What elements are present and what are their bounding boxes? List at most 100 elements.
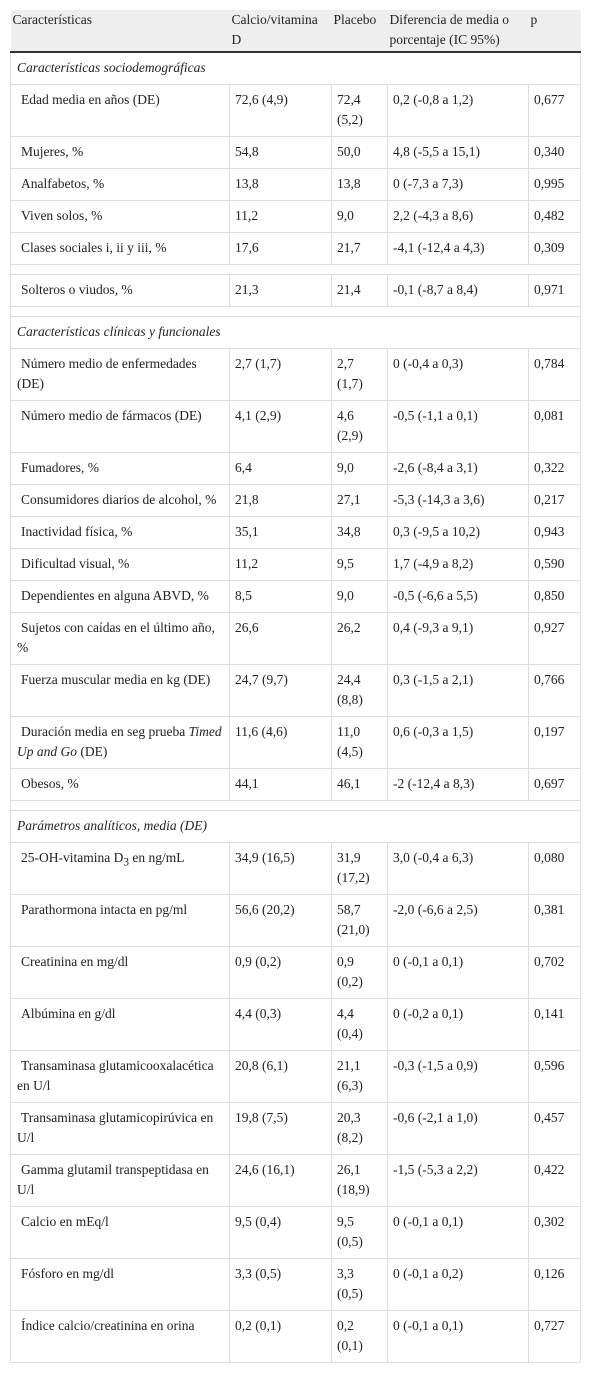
cell: 0,3 (-1,5 a 2,1) [387,664,529,717]
data-row: Albúmina en g/dl 4,4 (0,3) 4,4 (0,4) 0 (-0,… [10,998,581,1051]
cell: 24,4 (8,8) [331,664,388,717]
cell: 0,677 [528,84,581,137]
data-row: Calcio en mEq/l 9,5 (0,4) 9,5 (0,5) 0 (-0,1… [10,1206,581,1259]
cell: 58,7 (21,0) [331,894,388,947]
data-row: Consumidores diarios de alcohol, % 21,8 27… [10,484,581,517]
cell: -5,3 (-14,3 a 3,6) [387,484,529,517]
cell: -2,0 (-6,6 a 2,5) [387,894,529,947]
cell: 26,2 [331,612,388,665]
cell: 0,4 (-9,3 a 9,1) [387,612,529,665]
cell: 46,1 [331,768,388,801]
cell: 21,4 [331,274,388,307]
cell: -0,6 (-2,1 a 1,0) [387,1102,529,1155]
cell: 9,0 [331,452,388,485]
cell: 72,6 (4,9) [229,84,332,137]
text-segment: (DE) [77,744,108,759]
section-row: Parámetros analíticos, media (DE) [10,810,581,843]
row-label: Edad media en años (DE) [10,84,230,137]
row-label: Índice calcio/creatinina en orina [10,1310,230,1363]
section-title: Características sociodemográficas [10,51,581,85]
cell: 4,6 (2,9) [331,400,388,453]
row-label: Mujeres, % [10,136,230,169]
header-cell: Características [10,10,230,53]
row-label: Duración media en seg prueba Timed Up an… [10,716,230,769]
text-segment: Timed Up and Go [17,724,222,759]
cell: 56,6 (20,2) [229,894,332,947]
table-header: Características Calcio/vitamina D Placebo D… [10,10,581,53]
cell: 0,6 (-0,3 a 1,5) [387,716,529,769]
cell: -2 (-12,4 a 8,3) [387,768,529,801]
cell: 0,309 [528,232,581,265]
cell: 0,766 [528,664,581,717]
cell: 0,943 [528,516,581,549]
cell: 72,4 (5,2) [331,84,388,137]
data-row: Número medio de fármacos (DE) 4,1 (2,9) 4,… [10,400,581,453]
cell: 4,4 (0,4) [331,998,388,1051]
cell: -2,6 (-8,4 a 3,1) [387,452,529,485]
cell: 9,5 (0,5) [331,1206,388,1259]
text-segment: 25-OH-vitamina D [21,850,124,865]
cell: 0,081 [528,400,581,453]
cell: 24,7 (9,7) [229,664,332,717]
cell: -1,5 (-5,3 a 2,2) [387,1154,529,1207]
cell: 21,1 (6,3) [331,1050,388,1103]
cell: 13,8 [331,168,388,201]
cell: 13,8 [229,168,332,201]
cell: 9,5 (0,4) [229,1206,332,1259]
data-row: Transaminasa glutamicooxalacética en U/l… [10,1050,581,1103]
cell: 0,702 [528,946,581,999]
cell: 0,971 [528,274,581,307]
row-label: Número medio de enfermedades (DE) [10,348,230,401]
cell: 0,850 [528,580,581,613]
cell: 31,9 (17,2) [331,842,388,895]
spacer-cell [10,264,581,275]
data-row: Dependientes en alguna ABVD, % 8,5 9,0 -0,5… [10,580,581,613]
text-segment: Duración media en seg prueba [21,724,189,739]
row-label: Obesos, % [10,768,230,801]
cell: 0 (-0,1 a 0,1) [387,1206,529,1259]
row-label: Sujetos con caídas en el último año, % [10,612,230,665]
section-title: Características clínicas y funcionales [10,316,581,349]
cell: 0,141 [528,998,581,1051]
cell: 6,4 [229,452,332,485]
data-row: Gamma glutamil transpeptidasa en U/l 24,6… [10,1154,581,1207]
data-row: Obesos, % 44,1 46,1 -2 (-12,4 a 8,3) 0,697 [10,768,581,801]
cell: 3,3 (0,5) [331,1258,388,1311]
cell: 0,2 (0,1) [331,1310,388,1363]
cell: 21,8 [229,484,332,517]
cell: 26,1 (18,9) [331,1154,388,1207]
cell: 0,3 (-9,5 a 10,2) [387,516,529,549]
data-row: Creatinina en mg/dl 0,9 (0,2) 0,9 (0,2) 0 (… [10,946,581,999]
cell: 4,8 (-5,5 a 15,1) [387,136,529,169]
row-label: Consumidores diarios de alcohol, % [10,484,230,517]
cell: -0,5 (-1,1 a 0,1) [387,400,529,453]
cell: 0,340 [528,136,581,169]
header-cell: Calcio/vitamina D [229,10,332,53]
row-label: Fumadores, % [10,452,230,485]
data-row: Dificultad visual, % 11,2 9,5 1,7 (-4,9 a 8… [10,548,581,581]
cell: 9,5 [331,548,388,581]
cell: 21,7 [331,232,388,265]
cell: 35,1 [229,516,332,549]
cell: 0 (-0,1 a 0,1) [387,1310,529,1363]
data-row: Índice calcio/creatinina en orina 0,2 (0,… [10,1310,581,1363]
cell: 0,322 [528,452,581,485]
data-row: Fósforo en mg/dl 3,3 (0,5) 3,3 (0,5) 0 (-0,… [10,1258,581,1311]
data-row: Inactividad física, % 35,1 34,8 0,3 (-9,5 a… [10,516,581,549]
data-row: Número medio de enfermedades (DE) 2,7 (1,… [10,348,581,401]
cell: 54,8 [229,136,332,169]
cell: 2,2 (-4,3 a 8,6) [387,200,529,233]
cell: 0,302 [528,1206,581,1259]
cell: 0,2 (0,1) [229,1310,332,1363]
cell: 17,6 [229,232,332,265]
cell: 26,6 [229,612,332,665]
spacer-row [10,306,581,317]
row-label: Viven solos, % [10,200,230,233]
cell: 2,7 (1,7) [331,348,388,401]
row-label: Analfabetos, % [10,168,230,201]
cell: 24,6 (16,1) [229,1154,332,1207]
data-row: Duración media en seg prueba Timed Up an… [10,716,581,769]
section-row: Características clínicas y funcionales [10,316,581,349]
text-segment: 3 [123,856,129,869]
